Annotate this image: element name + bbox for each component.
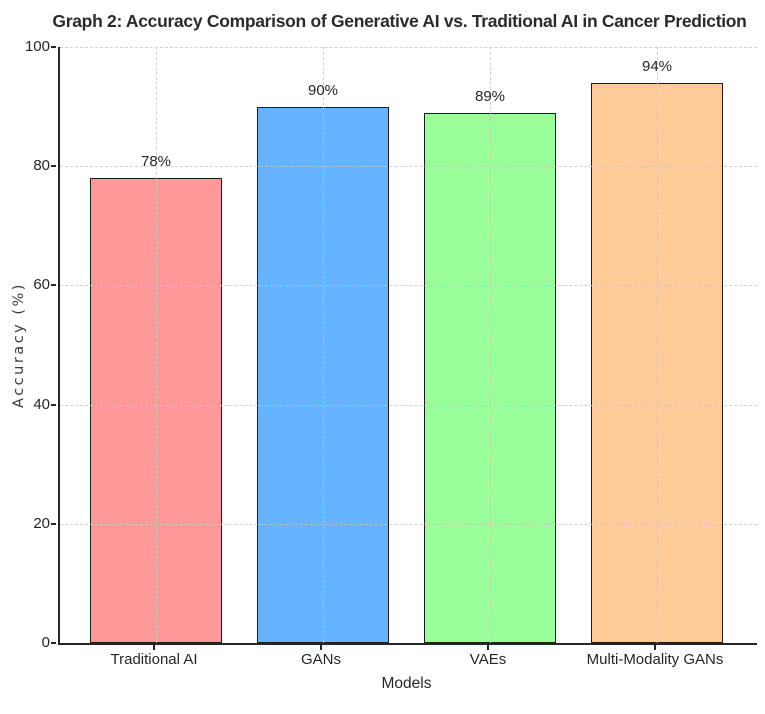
x-tick-mark	[320, 645, 322, 650]
y-tick-label: 80	[33, 157, 50, 175]
x-tick-label: GANs	[300, 651, 342, 668]
bar-multi-modality-gans	[591, 82, 723, 643]
y-tick-label: 20	[33, 514, 50, 532]
y-axis-label: Accuracy (%)	[11, 282, 27, 408]
chart-title: Graph 2: Accuracy Comparison of Generati…	[52, 11, 747, 31]
y-tick-mark	[51, 284, 56, 287]
y-tick-label: 60	[33, 276, 50, 294]
bars-layer	[60, 47, 757, 643]
y-tick-label: 0	[41, 634, 50, 651]
x-tick-mark	[654, 645, 656, 650]
x-tick-label: Traditional AI	[110, 651, 198, 668]
x-tick-mark	[487, 645, 489, 650]
bar-gans	[257, 106, 389, 643]
y-tick-label: 100	[24, 38, 50, 55]
x-tick-mark	[153, 645, 155, 650]
x-tick-label: Multi-Modality GANs	[586, 651, 724, 668]
y-tick-mark	[51, 46, 56, 48]
y-tick-mark	[51, 642, 56, 644]
plot-area: 78% 90% 89% 94%	[58, 47, 757, 645]
y-tick-mark	[51, 522, 56, 525]
x-tick-label: VAEs	[469, 651, 507, 668]
bar-vaes	[424, 112, 556, 643]
x-axis-label: Models	[381, 675, 432, 692]
y-tick-mark	[51, 403, 56, 406]
y-tick-mark	[51, 165, 56, 168]
y-tick-label: 40	[33, 395, 50, 413]
bar-traditional-ai	[90, 178, 222, 643]
